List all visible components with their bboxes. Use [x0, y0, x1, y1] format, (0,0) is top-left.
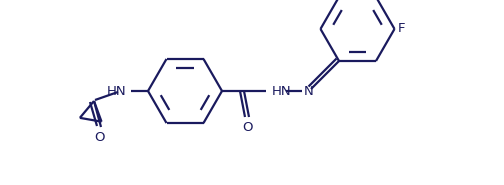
Text: N: N — [304, 85, 314, 97]
Text: HN: HN — [106, 85, 126, 97]
Text: F: F — [398, 22, 405, 36]
Text: HN: HN — [272, 85, 292, 97]
Text: O: O — [242, 121, 252, 134]
Text: O: O — [94, 131, 104, 144]
